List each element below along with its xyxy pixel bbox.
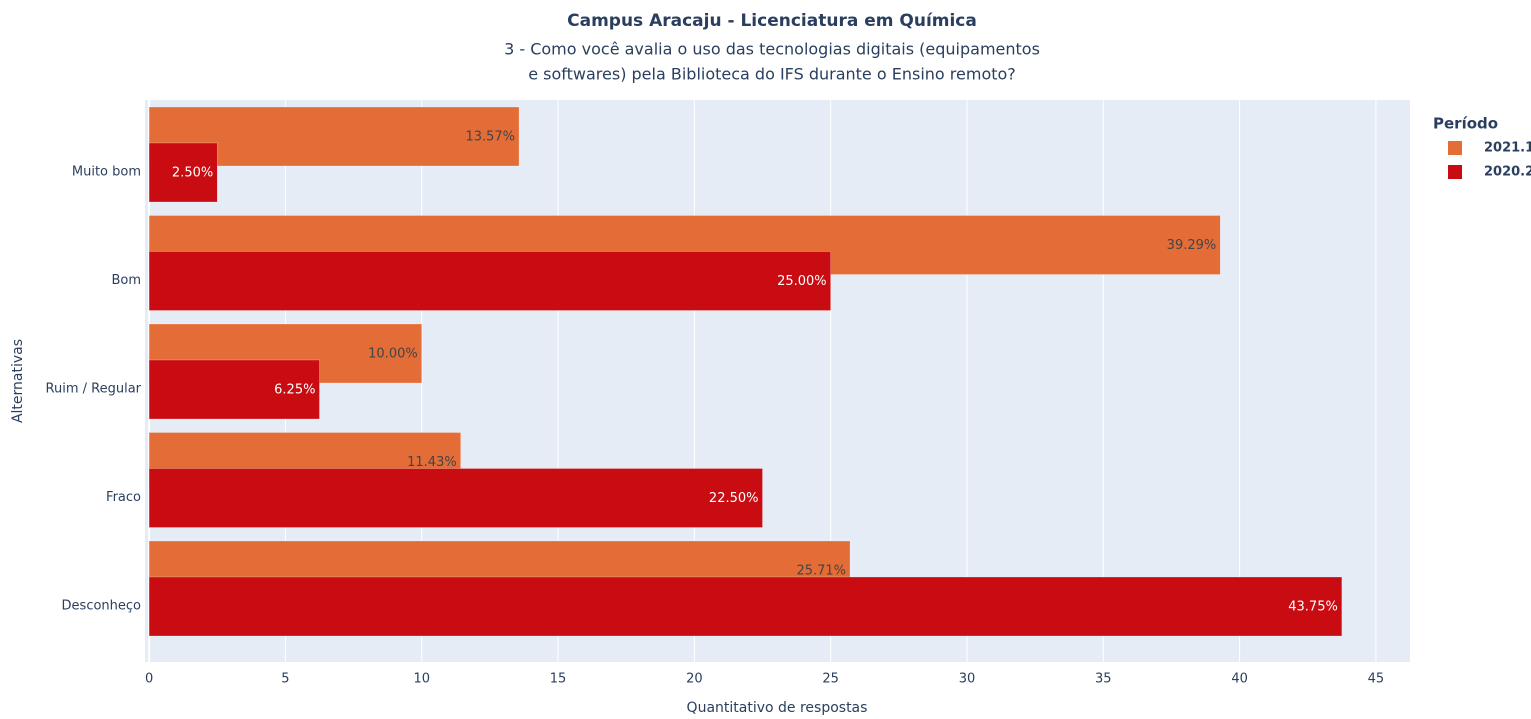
legend-label: 2021.1 xyxy=(1484,141,1531,156)
chart-title: Campus Aracaju - Licenciatura em Química xyxy=(567,11,977,31)
data-label: 39.29% xyxy=(1167,238,1217,253)
chart-subtitle: 3 - Como você avalia o uso das tecnologi… xyxy=(504,40,1040,59)
legend-swatch xyxy=(1448,165,1462,179)
bar xyxy=(148,251,831,311)
chart-subtitle: e softwares) pela Biblioteca do IFS dura… xyxy=(528,65,1016,84)
y-tick-label: Desconheço xyxy=(62,599,142,614)
y-tick-label: Ruim / Regular xyxy=(46,382,142,397)
data-label: 22.50% xyxy=(709,491,759,506)
data-label: 10.00% xyxy=(368,347,418,362)
x-tick-label: 45 xyxy=(1368,672,1385,687)
x-tick-label: 0 xyxy=(145,672,153,687)
data-label: 13.57% xyxy=(465,130,515,145)
x-tick-label: 40 xyxy=(1231,672,1248,687)
x-tick-label: 30 xyxy=(959,672,976,687)
bar xyxy=(148,576,1343,637)
y-tick-label: Bom xyxy=(111,273,141,288)
y-tick-label: Muito bom xyxy=(72,165,141,180)
data-label: 25.71% xyxy=(796,564,846,579)
x-tick-label: 15 xyxy=(550,672,567,687)
legend-title: Período xyxy=(1433,115,1498,133)
bar xyxy=(148,142,218,203)
bar xyxy=(148,468,763,528)
data-label: 25.00% xyxy=(777,274,827,289)
legend-label: 2020.2 xyxy=(1484,165,1531,180)
data-label: 11.43% xyxy=(407,455,457,470)
x-axis-title: Quantitativo de respostas xyxy=(687,700,868,716)
x-tick-label: 10 xyxy=(413,672,430,687)
data-label: 2.50% xyxy=(172,166,213,181)
data-label: 6.25% xyxy=(274,383,315,398)
legend-swatch xyxy=(1448,141,1462,155)
x-tick-label: 25 xyxy=(822,672,839,687)
x-tick-label: 35 xyxy=(1095,672,1112,687)
x-tick-label: 5 xyxy=(281,672,289,687)
y-tick-label: Fraco xyxy=(106,490,141,505)
bar xyxy=(148,359,320,420)
y-axis-title: Alternativas xyxy=(10,339,26,423)
x-tick-label: 20 xyxy=(686,672,703,687)
data-label: 43.75% xyxy=(1288,600,1338,615)
